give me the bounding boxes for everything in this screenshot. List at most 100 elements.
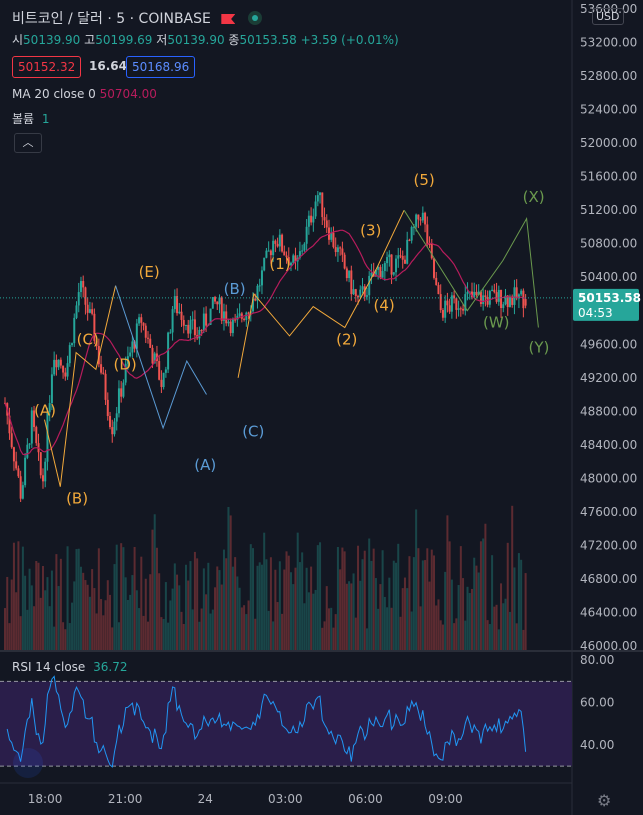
close-label: 종	[228, 33, 240, 47]
price-tick-label: 51200.00	[580, 203, 637, 217]
candle-body	[46, 412, 49, 462]
volume-bar	[12, 542, 15, 650]
volume-bar	[508, 611, 511, 650]
candle-body	[491, 289, 494, 292]
candle-body	[93, 313, 96, 341]
volume-bar	[4, 608, 6, 650]
candle-body	[312, 216, 315, 223]
candle-body	[395, 258, 398, 273]
low-label: 저	[156, 33, 168, 47]
wave-label: (4)	[373, 297, 394, 315]
candle-body	[191, 319, 194, 321]
price-tick-label: 52800.00	[580, 69, 637, 83]
candle-body	[466, 291, 469, 295]
volume-bar	[348, 581, 351, 650]
volume-bar	[142, 615, 145, 650]
volume-bar	[296, 532, 299, 650]
volume-bar	[448, 541, 451, 650]
buy-price[interactable]: 50168.96	[126, 56, 196, 78]
candle-body	[433, 258, 436, 278]
volume-bar	[178, 585, 181, 650]
volume-bar	[377, 608, 380, 650]
volume-bar	[446, 515, 449, 650]
currency-button[interactable]: USD	[592, 8, 624, 25]
candle-body	[15, 461, 18, 469]
volume-bar	[173, 563, 176, 650]
volume-bar	[140, 556, 143, 650]
price-tick-label: 46000.00	[580, 639, 637, 653]
volume-bar	[55, 554, 58, 650]
volume-bar	[106, 580, 109, 650]
candle-body	[408, 239, 411, 241]
candle-body	[126, 356, 129, 364]
volume-bar	[437, 599, 440, 650]
candle-body	[484, 295, 487, 297]
volume-bar	[269, 557, 272, 650]
volume-bar	[160, 617, 163, 650]
volume-bar	[247, 600, 250, 650]
candle-body	[310, 215, 313, 223]
candle-body	[283, 251, 286, 256]
candle-body	[441, 309, 444, 318]
volume-bar	[298, 562, 301, 650]
volume-legend[interactable]: 볼륨 1	[12, 110, 50, 127]
candle-body	[278, 234, 281, 247]
candle-body	[171, 309, 174, 333]
volume-bar	[149, 574, 152, 650]
candle-body	[216, 301, 219, 305]
candle-body	[66, 363, 69, 377]
volume-bar	[265, 559, 268, 650]
volume-bar	[30, 585, 33, 650]
time-tick-label: 24	[198, 792, 213, 806]
volume-bar	[319, 542, 322, 650]
candle-body	[71, 343, 74, 346]
candle-body	[390, 254, 393, 275]
candle-body	[294, 255, 297, 262]
volume-bar	[77, 548, 80, 650]
candle-body	[359, 289, 362, 298]
candle-body	[397, 255, 400, 259]
volume-bar	[426, 548, 429, 650]
volume-bar	[464, 620, 467, 650]
candle-body	[502, 304, 505, 309]
candle-body	[274, 240, 277, 244]
candle-body	[515, 287, 518, 299]
candle-body	[377, 266, 380, 270]
volume-bar	[147, 621, 150, 650]
candle-body	[211, 297, 214, 309]
candle-body	[115, 413, 118, 422]
volume-bar	[357, 545, 360, 650]
tradingview-logo-icon[interactable]	[13, 748, 43, 778]
volume-bar	[455, 618, 458, 650]
candle-body	[303, 243, 306, 251]
volume-bar	[359, 580, 362, 650]
collapse-legend-button[interactable]: ︿	[14, 133, 42, 153]
volume-bar	[37, 562, 40, 650]
volume-bar	[124, 577, 127, 650]
candle-body	[350, 270, 353, 295]
volume-bar	[307, 592, 310, 650]
symbol-header[interactable]: 비트코인 / 달러 · 5 · COINBASE	[12, 8, 262, 28]
candle-body	[524, 299, 527, 306]
ma-legend[interactable]: MA 20 close 0 50704.00	[12, 87, 157, 101]
price-tick-label: 50400.00	[580, 270, 637, 284]
sell-price[interactable]: 50152.32	[12, 56, 82, 78]
price-tick-label: 49600.00	[580, 337, 637, 351]
wave-line	[115, 285, 207, 430]
volume-bar	[28, 568, 31, 650]
rsi-legend[interactable]: RSI 14 close 36.72	[12, 660, 128, 674]
volume-bar	[225, 558, 228, 650]
candle-body	[470, 291, 473, 297]
volume-bar	[303, 603, 306, 650]
volume-bar	[82, 572, 85, 650]
candle-body	[301, 250, 304, 252]
price-tag-countdown: 04:53	[578, 306, 613, 320]
gear-icon[interactable]: ⚙	[597, 791, 612, 810]
flag-icon	[221, 14, 236, 24]
volume-bar	[196, 558, 199, 650]
volume-bar	[187, 580, 190, 650]
volume-bar	[470, 588, 473, 650]
volume-bar	[417, 548, 420, 650]
volume-bar	[433, 555, 436, 650]
